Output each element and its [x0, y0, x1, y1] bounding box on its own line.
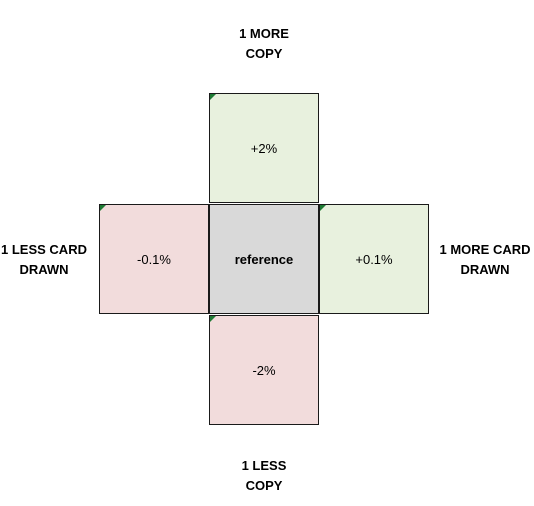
cell-less-card-drawn[interactable]: -0.1%	[99, 204, 209, 314]
label-more-copy: 1 MORE COPY	[239, 26, 289, 61]
cell-value: reference	[234, 251, 294, 267]
label-more-card-drawn: 1 MORE CARD DRAWN	[439, 242, 531, 277]
comment-marker-icon	[320, 205, 326, 211]
comment-marker-icon	[210, 94, 216, 100]
label-less-card-drawn: 1 LESS CARD DRAWN	[1, 242, 87, 277]
cell-value: +2%	[250, 140, 278, 156]
label-less-copy: 1 LESS COPY	[241, 458, 287, 493]
cell-more-card-drawn[interactable]: +0.1%	[319, 204, 429, 314]
cell-value: -2%	[252, 362, 276, 378]
cell-value: +0.1%	[355, 251, 393, 267]
cell-less-copy[interactable]: -2%	[209, 315, 319, 425]
cell-more-copy[interactable]: +2%	[209, 93, 319, 203]
comment-marker-icon	[210, 316, 216, 322]
comment-marker-icon	[100, 205, 106, 211]
cell-reference[interactable]: reference	[209, 204, 319, 314]
cell-value: -0.1%	[137, 251, 171, 267]
